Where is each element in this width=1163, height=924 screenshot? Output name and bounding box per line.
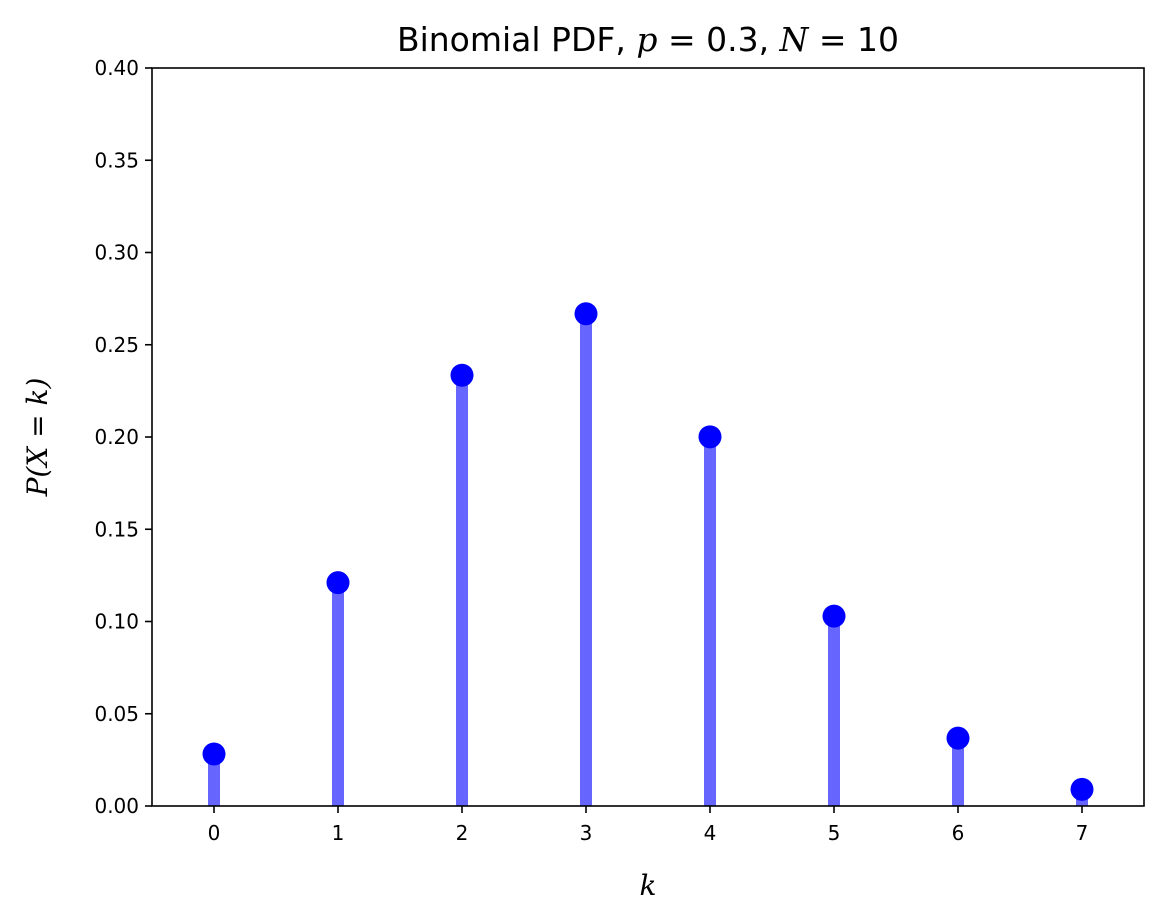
y-tick-label: 0.30 [94, 241, 139, 265]
y-tick-label: 0.35 [94, 148, 139, 172]
y-tick-label: 0.05 [94, 702, 139, 726]
data-point [574, 302, 598, 326]
stem-lines [208, 313, 1088, 806]
data-point [698, 425, 722, 449]
data-point [946, 726, 970, 750]
x-tick-label: 1 [332, 821, 345, 845]
y-tick-label: 0.00 [94, 794, 139, 818]
x-axis-ticks: 0 1 2 3 4 5 6 7 [208, 806, 1089, 845]
data-point [1070, 777, 1094, 801]
x-tick-label: 3 [580, 821, 593, 845]
chart-title: Binomial PDF, p = 0.3, N = 10 [397, 20, 899, 59]
y-tick-label: 0.25 [94, 333, 139, 357]
data-point [202, 742, 226, 766]
x-tick-label: 6 [952, 821, 965, 845]
x-tick-label: 5 [828, 821, 841, 845]
x-tick-label: 4 [704, 821, 717, 845]
y-tick-label: 0.15 [94, 517, 139, 541]
plot-frame [151, 67, 1145, 807]
stem-markers [202, 302, 1094, 801]
data-point [326, 571, 350, 595]
y-axis-ticks: 0.00 0.05 0.10 0.15 0.20 0.25 0.30 0.35 0.40 [94, 56, 152, 818]
y-tick-label: 0.10 [94, 610, 139, 634]
y-tick-label: 0.40 [94, 56, 139, 80]
data-point [822, 604, 846, 628]
y-tick-label: 0.20 [94, 425, 139, 449]
data-point [450, 363, 474, 387]
x-tick-label: 2 [456, 821, 469, 845]
x-axis-label: k [640, 869, 657, 902]
x-tick-label: 0 [208, 821, 221, 845]
x-tick-label: 7 [1076, 821, 1089, 845]
y-axis-label: P(X = k) [21, 378, 54, 498]
